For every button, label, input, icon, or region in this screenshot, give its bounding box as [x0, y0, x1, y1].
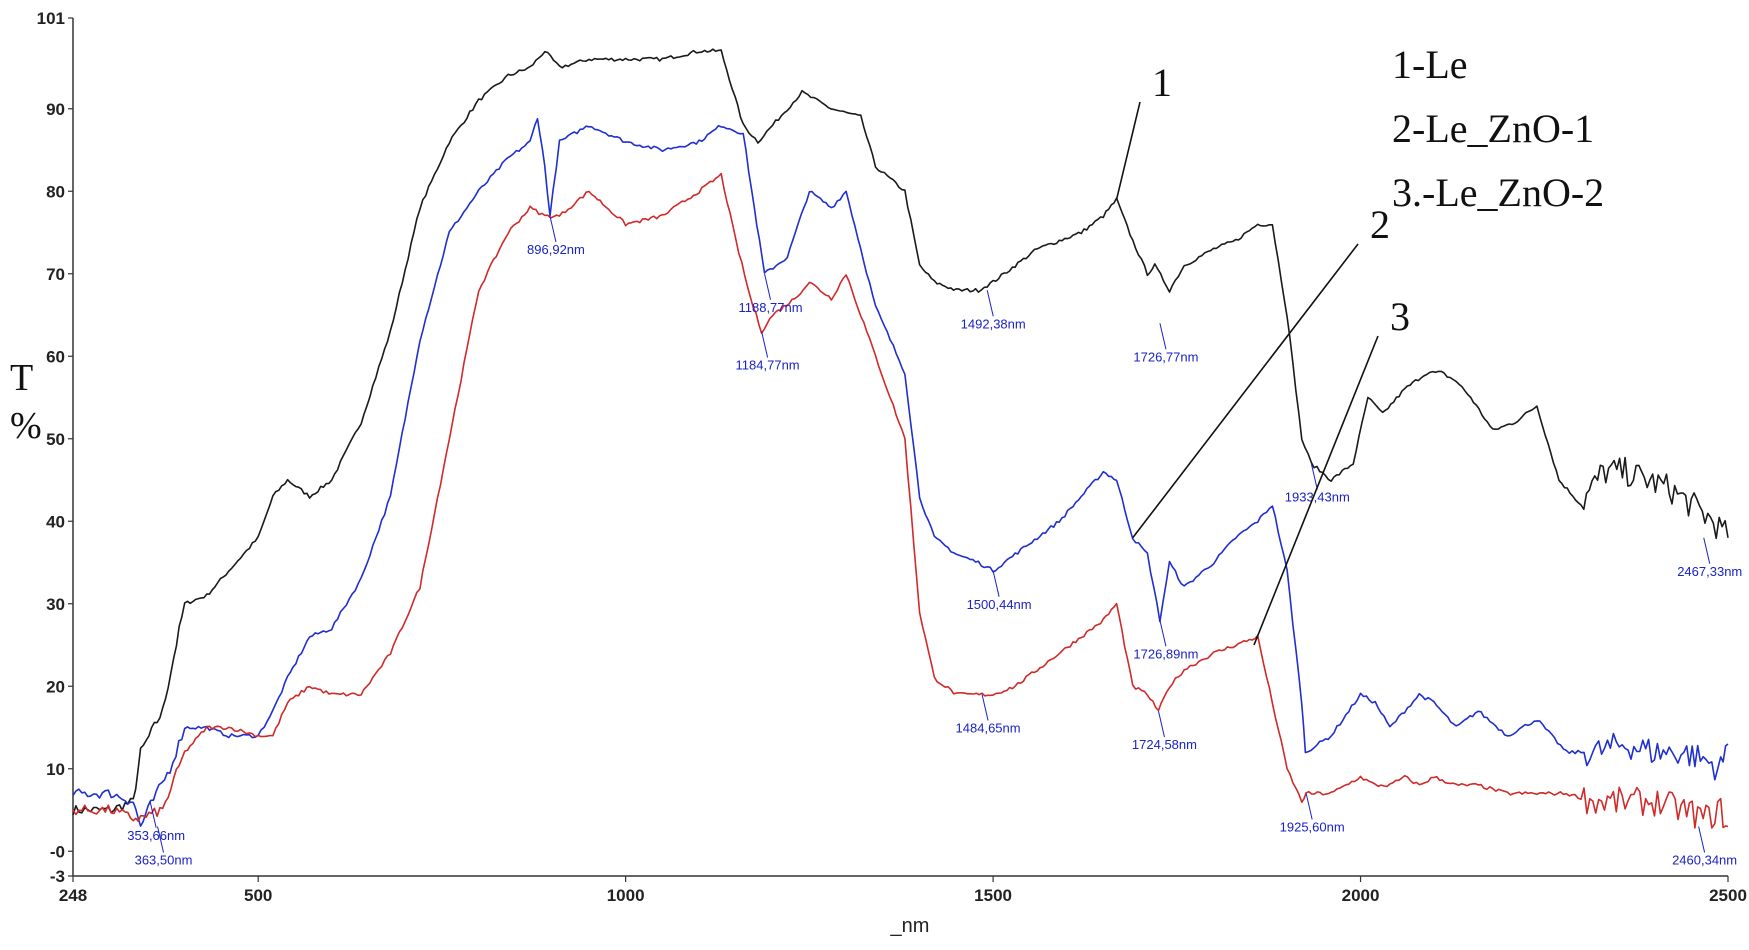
y-axis-ticks: -3 -0 10 20 30 40 50 60 70 80 90 101 [37, 9, 73, 886]
legend-item-3: 3.-Le_ZnO-2 [1392, 170, 1604, 215]
annotation-leader [981, 694, 989, 721]
y-tick-label: 30 [46, 595, 65, 614]
annotation-label: 1188,77nm [738, 300, 802, 315]
y-axis-title-line: % [10, 405, 42, 447]
annotation-leader [986, 290, 994, 317]
annotation-label: 1925,60nm [1280, 820, 1345, 835]
axes-frame [72, 18, 1728, 877]
y-tick-label: 101 [37, 9, 65, 28]
peak-annotations: 896,92nm 1188,77nm 1184,77nm 1492,38nm 1726,… [127, 215, 1742, 868]
y-tick-label: 60 [46, 347, 65, 366]
y-tick-label: 10 [46, 760, 65, 779]
annotation-label: 363,50nm [135, 853, 193, 868]
legend-item-1: 1-Le [1392, 42, 1468, 87]
curve-pointer-3 [1253, 335, 1379, 646]
curve-number-1: 1 [1152, 60, 1172, 105]
curve-number-2: 2 [1370, 202, 1390, 247]
annotation-leader [764, 273, 772, 300]
curve-pointer-1 [1115, 101, 1141, 200]
series-line-2 [72, 118, 1729, 827]
series-lines [72, 48, 1729, 829]
annotation-label: 2467,33nm [1677, 564, 1742, 579]
x-tick-label: 500 [244, 886, 272, 905]
annotation-leader [1310, 463, 1318, 490]
x-axis-ticks: 248 500 1000 1500 2000 2500 [59, 876, 1747, 905]
x-axis-title: _nm [890, 915, 930, 937]
y-tick-label: -3 [50, 867, 65, 886]
x-tick-label: 2500 [1709, 886, 1747, 905]
x-tick-label: 248 [59, 886, 87, 905]
annotation-leader [1305, 793, 1313, 820]
y-tick-label: 70 [46, 265, 65, 284]
annotation-leader [149, 801, 157, 828]
annotation-label: 1492,38nm [961, 316, 1026, 331]
y-axis-title: T% [10, 357, 42, 447]
annotation-leader [1157, 710, 1165, 738]
annotation-leader [1698, 826, 1706, 853]
y-tick-label: 40 [46, 512, 65, 531]
annotation-label: 1500,44nm [967, 597, 1032, 612]
annotation-label: 1184,77nm [736, 358, 800, 373]
annotation-label: 1726,77nm [1133, 349, 1198, 364]
x-tick-label: 1500 [974, 886, 1012, 905]
series-line-1 [72, 48, 1729, 816]
annotation-leader [1703, 537, 1711, 564]
curve-number-3: 3 [1390, 294, 1410, 339]
y-tick-label: 50 [46, 430, 65, 449]
annotation-label: 353,66nm [127, 828, 185, 843]
legend: 1-Le 2-Le_ZnO-1 3.-Le_ZnO-2 [1392, 42, 1604, 215]
y-axis-title-line: T [10, 357, 33, 399]
annotation-leader [1159, 323, 1167, 350]
annotation-leader [157, 826, 165, 853]
annotation-label: 2460,34nm [1672, 853, 1737, 868]
y-tick-label: -0 [50, 842, 65, 861]
curve-number-labels: 1 2 3 [1115, 60, 1410, 646]
x-tick-label: 1000 [607, 886, 645, 905]
legend-item-2: 2-Le_ZnO-1 [1392, 106, 1594, 151]
annotation-leader [761, 331, 769, 358]
annotation-label: 1484,65nm [956, 721, 1021, 736]
annotation-label: 896,92nm [527, 242, 585, 257]
annotation-label: 1724,58nm [1132, 737, 1197, 752]
annotation-leader [549, 215, 557, 243]
annotation-label: 1933,43nm [1285, 490, 1350, 505]
x-tick-label: 2000 [1342, 886, 1380, 905]
y-tick-label: 20 [46, 677, 65, 696]
curve-pointer-2 [1132, 243, 1359, 539]
annotation-leader [1159, 620, 1167, 647]
series-line-3 [72, 172, 1729, 829]
y-tick-label: 80 [46, 182, 65, 201]
y-tick-label: 90 [46, 100, 65, 119]
annotation-label: 1726,89nm [1133, 646, 1198, 661]
annotation-leader [992, 570, 1000, 597]
